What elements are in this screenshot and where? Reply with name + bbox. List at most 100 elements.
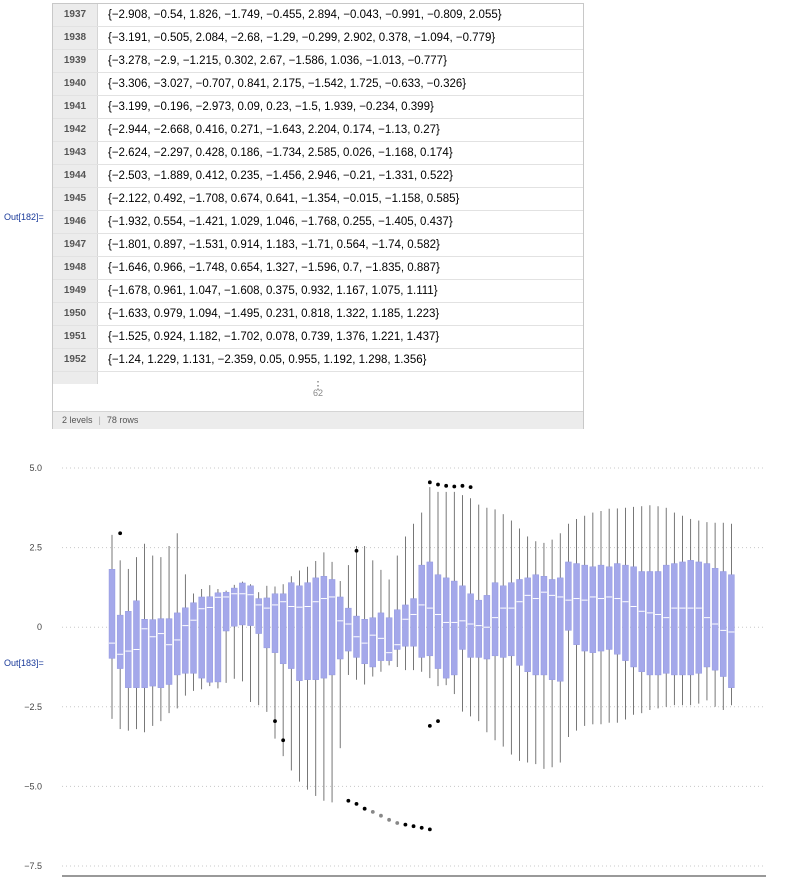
box-mark — [239, 581, 246, 682]
box-series — [108, 487, 735, 803]
box-body — [141, 619, 148, 688]
table-row[interactable]: 1949 {−1.678, 0.961, 1.047, −1.608, 0.375… — [53, 280, 583, 303]
row-value: {−1.801, 0.897, −1.531, 0.914, 1.183, −1… — [108, 239, 440, 251]
row-key: 1940 — [63, 78, 87, 89]
box-body — [475, 599, 482, 658]
box-mark — [125, 568, 132, 731]
box-body — [239, 582, 246, 626]
table-row[interactable]: 1938 {−3.191, −0.505, 2.084, −2.68, −1.29… — [53, 27, 583, 50]
outlier-point — [468, 485, 473, 490]
row-key: 1946 — [63, 216, 87, 227]
box-mark — [500, 514, 507, 747]
box-mark — [345, 565, 352, 675]
table-row[interactable]: 1941 {−3.199, −0.196, −2.973, 0.09, 0.23,… — [53, 96, 583, 119]
box-mark — [654, 506, 662, 709]
table-row[interactable]: 1940 {−3.306, −3.027, −0.707, 0.841, 2.17… — [53, 73, 583, 96]
table-row[interactable]: 1939 {−3.278, −2.9, −1.215, 0.302, 2.67, … — [53, 50, 583, 73]
y-tick-label: 0 — [37, 622, 42, 632]
box-mark — [182, 574, 189, 696]
box-body — [345, 607, 352, 652]
box-body — [557, 577, 564, 682]
table-row[interactable]: 1946 {−1.932, 0.554, −1.421, 1.029, 1.046… — [53, 211, 583, 234]
box-mark — [157, 557, 165, 722]
row-header-column — [53, 4, 98, 384]
outlier-point — [452, 484, 457, 489]
more-rows-indicator[interactable]: ⋮ 62 — [283, 381, 353, 399]
out-182-label: Out[182]= — [4, 212, 44, 222]
table-row[interactable]: 1947 {−1.801, 0.897, −1.531, 0.914, 1.183… — [53, 234, 583, 257]
outlier-point — [387, 817, 391, 822]
box-body — [279, 593, 287, 665]
box-body — [214, 592, 222, 683]
y-tick-label: −7.5 — [24, 861, 42, 871]
box-mark — [361, 546, 368, 685]
box-mark — [646, 505, 654, 710]
table-row[interactable]: 1951 {−1.525, 0.924, 1.182, −1.702, 0.078… — [53, 326, 583, 349]
box-mark — [418, 512, 425, 672]
box-body — [622, 564, 629, 661]
box-mark — [434, 491, 442, 687]
box-body — [459, 585, 466, 650]
box-body — [524, 577, 531, 672]
table-row[interactable]: 1943 {−2.624, −2.297, 0.428, 0.186, −1.73… — [53, 142, 583, 165]
box-body — [304, 582, 311, 680]
table-row[interactable]: 1952 {−1.24, 1.229, 1.131, −2.359, 0.05, … — [53, 349, 583, 372]
box-mark — [255, 592, 262, 706]
box-mark — [133, 557, 140, 730]
box-body — [328, 579, 336, 676]
box-mark — [573, 518, 580, 731]
box-body — [263, 597, 271, 649]
box-body — [573, 563, 580, 645]
box-body — [500, 585, 507, 658]
box-body — [116, 614, 124, 669]
row-value: {−3.278, −2.9, −1.215, 0.302, 2.67, −1.5… — [108, 55, 447, 67]
box-mark — [231, 584, 238, 679]
box-body — [157, 618, 165, 688]
box-body — [565, 561, 572, 631]
box-mark — [369, 560, 376, 677]
levels-count: 2 levels — [62, 415, 93, 425]
box-body — [614, 563, 621, 655]
box-mark — [206, 585, 214, 687]
box-body — [638, 571, 645, 672]
outlier-point — [273, 719, 277, 724]
box-mark — [304, 566, 311, 790]
row-key: 1939 — [63, 55, 87, 66]
box-mark — [385, 579, 393, 666]
box-body — [605, 566, 613, 650]
row-key: 1947 — [63, 239, 87, 250]
box-mark — [173, 533, 181, 709]
row-key: 1944 — [63, 170, 87, 181]
table-row[interactable]: 1944 {−2.503, −1.889, 0.412, 0.235, −1.45… — [53, 165, 583, 188]
table-row[interactable]: 1937 {−2.908, −0.54, 1.826, −1.749, −0.45… — [53, 4, 583, 27]
box-body — [654, 571, 662, 676]
box-body — [190, 602, 197, 674]
table-row[interactable]: 1950 {−1.633, 0.979, 1.094, −1.495, 0.231… — [53, 303, 583, 326]
row-key: 1937 — [63, 9, 87, 20]
box-mark — [108, 534, 116, 719]
box-mark — [467, 498, 474, 717]
box-body — [247, 585, 254, 626]
outlier-point — [419, 825, 424, 830]
box-body — [149, 619, 156, 687]
row-key: 1948 — [63, 262, 87, 273]
row-value: {−1.633, 0.979, 1.094, −1.495, 0.231, 0.… — [108, 308, 440, 320]
row-value: {−1.525, 0.924, 1.182, −1.702, 0.078, 0.… — [108, 331, 440, 343]
box-body — [508, 582, 515, 657]
outlier-point — [395, 821, 400, 825]
row-value: {−1.646, 0.966, −1.748, 0.654, 1.327, −1… — [108, 262, 440, 274]
outlier-point — [444, 483, 449, 488]
box-body — [369, 617, 376, 668]
box-mark — [630, 506, 637, 715]
table-row[interactable]: 1942 {−2.944, −2.668, 0.416, 0.271, −1.64… — [53, 119, 583, 142]
box-mark — [402, 536, 409, 671]
box-mark — [279, 584, 287, 757]
box-body — [394, 609, 401, 650]
table-row[interactable]: 1945 {−2.122, 0.492, −1.708, 0.674, 0.641… — [53, 188, 583, 211]
box-body — [467, 593, 474, 658]
box-mark — [451, 491, 458, 695]
outlier-point — [362, 806, 367, 811]
table-row[interactable]: 1948 {−1.646, 0.966, −1.748, 0.654, 1.327… — [53, 257, 583, 280]
outlier-point — [370, 809, 375, 814]
row-value: {−3.191, −0.505, 2.084, −2.68, −1.29, −0… — [108, 32, 496, 44]
